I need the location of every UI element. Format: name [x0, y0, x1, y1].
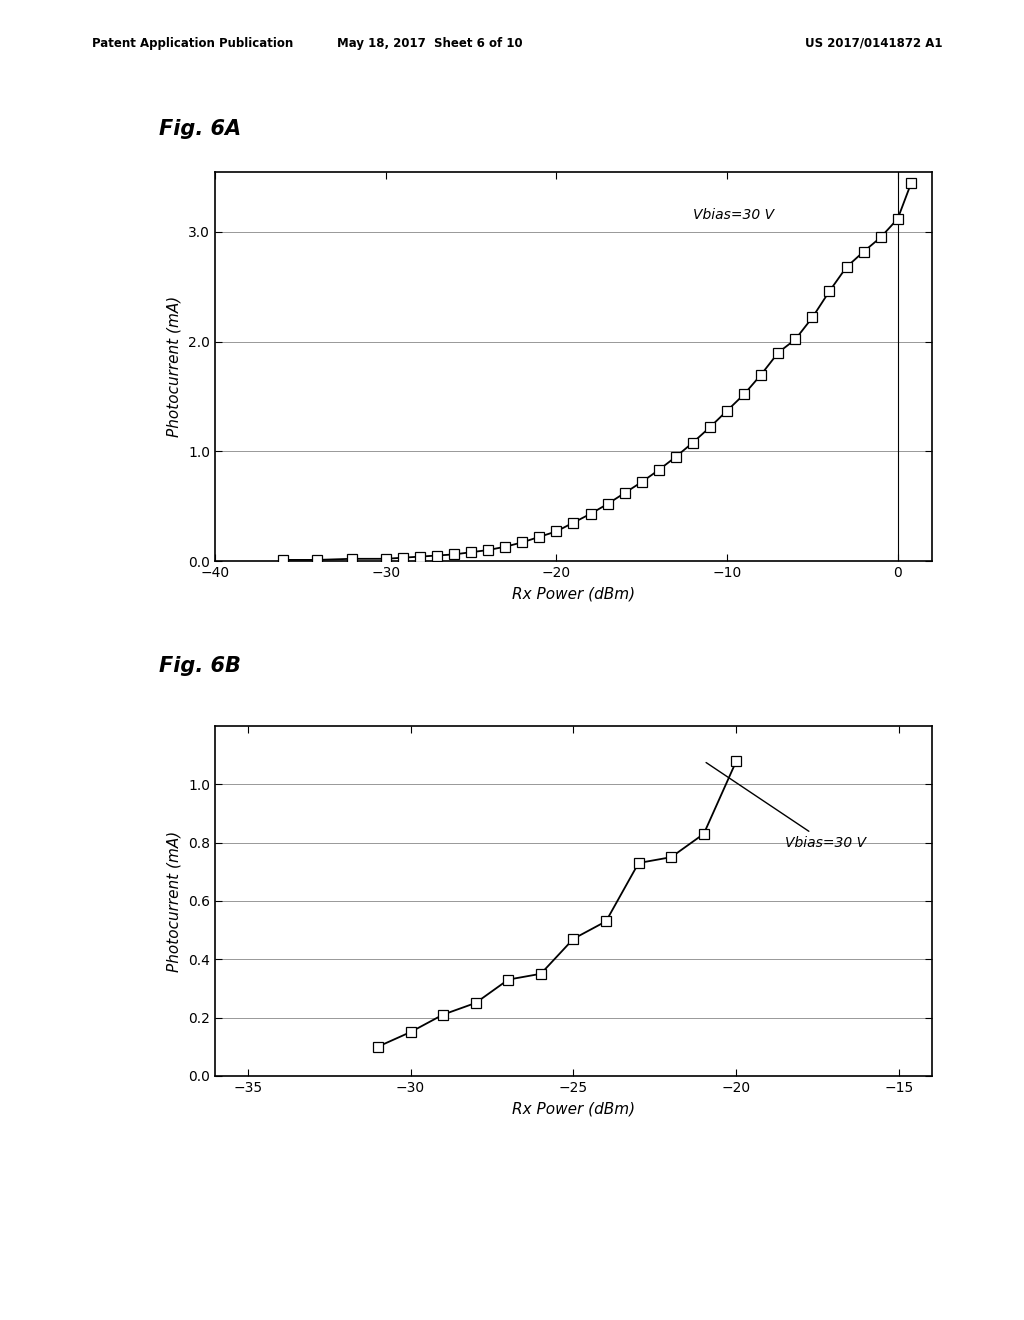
Text: Patent Application Publication: Patent Application Publication	[92, 37, 294, 50]
Text: US 2017/0141872 A1: US 2017/0141872 A1	[805, 37, 942, 50]
Text: May 18, 2017  Sheet 6 of 10: May 18, 2017 Sheet 6 of 10	[337, 37, 523, 50]
Text: Fig. 6B: Fig. 6B	[159, 656, 241, 676]
Y-axis label: Photocurrent (mA): Photocurrent (mA)	[166, 830, 181, 972]
Text: Fig. 6A: Fig. 6A	[159, 119, 241, 139]
X-axis label: Rx Power (dBm): Rx Power (dBm)	[512, 1102, 635, 1117]
X-axis label: Rx Power (dBm): Rx Power (dBm)	[512, 587, 635, 602]
Text: Vbias=30 V: Vbias=30 V	[707, 763, 866, 850]
Text: Vbias=30 V: Vbias=30 V	[693, 209, 774, 223]
Y-axis label: Photocurrent (mA): Photocurrent (mA)	[166, 296, 181, 437]
